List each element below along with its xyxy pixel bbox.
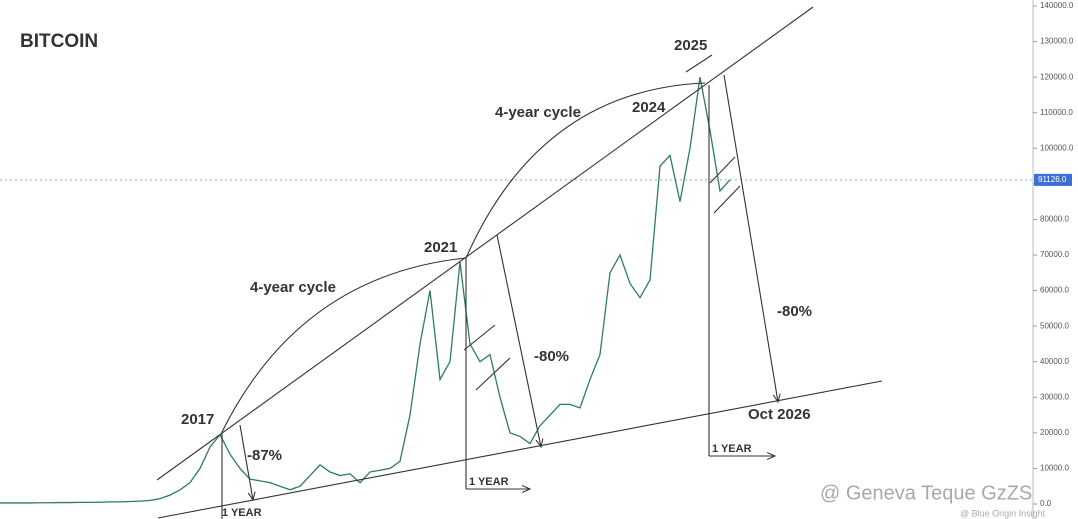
y-tick-label: 50000.0 <box>1040 321 1069 330</box>
cycle-arc <box>221 257 467 433</box>
y-tick-label: 110000.0 <box>1040 108 1073 117</box>
annotation: 1 YEAR <box>712 443 752 455</box>
price-line <box>0 77 731 504</box>
cycle-arc <box>465 82 706 259</box>
drop-arrow <box>239 424 253 500</box>
y-tick-label: 80000.0 <box>1040 215 1069 224</box>
flag-line <box>475 357 511 391</box>
annotation: 2025 <box>674 37 707 54</box>
y-tick-label: 100000.0 <box>1040 143 1074 152</box>
annotation: -80% <box>534 348 569 365</box>
drop-arrow <box>496 234 541 447</box>
flag-line <box>685 54 713 73</box>
y-tick-label: 0.0 <box>1040 499 1052 508</box>
y-tick-label: 130000.0 <box>1040 37 1074 46</box>
annotation: 4-year cycle <box>250 279 336 296</box>
drop-arrow <box>723 74 778 402</box>
y-tick-label: 60000.0 <box>1040 286 1069 295</box>
y-tick-label: 40000.0 <box>1040 357 1069 366</box>
annotation: 2021 <box>424 239 457 256</box>
annotation: 4-year cycle <box>495 104 581 121</box>
annotation: -80% <box>777 303 812 320</box>
annotation: 2017 <box>181 411 214 428</box>
annotation: 2024 <box>632 99 666 116</box>
y-tick-label: 140000.0 <box>1040 1 1074 10</box>
current-price-box <box>1034 173 1072 186</box>
annotation: 1 YEAR <box>222 507 262 519</box>
annotation: -87% <box>247 447 282 464</box>
annotation: Oct 2026 <box>748 406 811 423</box>
y-tick-label: 120000.0 <box>1040 72 1074 81</box>
y-tick-label: 70000.0 <box>1040 250 1069 259</box>
y-tick-label: 30000.0 <box>1040 392 1069 401</box>
flag-line <box>713 185 741 214</box>
resistance-line <box>156 6 814 481</box>
drawings <box>156 6 883 519</box>
annotation: 1 YEAR <box>469 476 509 488</box>
title: BITCOIN <box>20 31 98 52</box>
flag-line <box>463 324 496 351</box>
plot-area <box>0 77 1033 504</box>
watermark: @ Blue Origin Insight <box>960 508 1046 518</box>
y-tick-label: 10000.0 <box>1040 464 1069 473</box>
current-price-label: 91126.0 <box>1038 175 1067 184</box>
support-line <box>157 380 883 519</box>
flag-line <box>709 156 736 184</box>
y-tick-label: 20000.0 <box>1040 428 1069 437</box>
watermark: @ Geneva Teque GzZS <box>820 482 1032 504</box>
